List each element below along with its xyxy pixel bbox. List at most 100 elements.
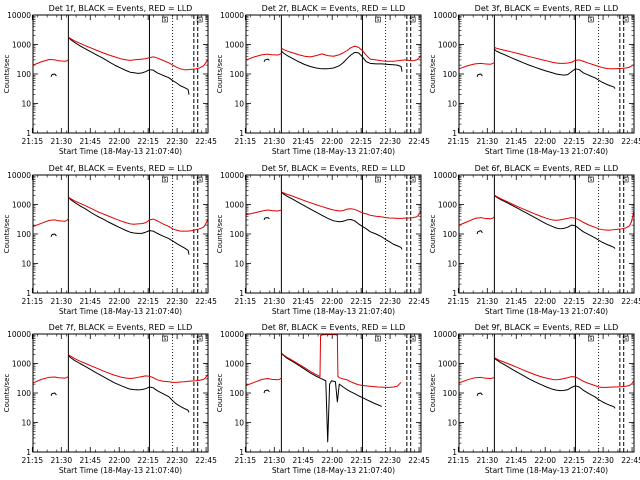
y-tick-label: 10000 [7, 171, 31, 180]
x-axis-label: Start Time (18-May-13 21:07:40) [272, 147, 395, 156]
x-tick-label: 22:30 [592, 297, 614, 306]
saa-marker-label: S [163, 336, 166, 342]
saa-marker-box [375, 176, 381, 183]
saa-marker-box [409, 176, 416, 183]
x-tick-label: 21:30 [50, 137, 72, 146]
x-tick-label: 22:00 [108, 297, 130, 306]
chart-panel-4: Det 4f, BLACK = Events, RED = LLD Counts/… [3, 164, 217, 316]
series-lld-line [245, 377, 282, 386]
x-tick-label: 21:15 [235, 137, 257, 146]
x-tick-label: 22:15 [137, 297, 159, 306]
y-axis-label: Counts/sec [216, 374, 224, 413]
saa-marker-label: S [624, 336, 627, 342]
y-axis-label: Counts/sec [3, 55, 11, 94]
saa-marker-box [588, 176, 594, 183]
saa-marker-label: S [411, 177, 414, 183]
saa-marker-box [409, 16, 416, 23]
saa-marker-label: S [411, 336, 414, 342]
y-tick-label: 10 [21, 100, 31, 109]
x-tick-label: 22:45 [621, 297, 640, 306]
saa-marker-label: S [376, 177, 379, 183]
y-tick-label: 100 [443, 389, 458, 398]
saa-marker-label: S [198, 177, 201, 183]
y-tick-label: 10 [234, 100, 244, 109]
saa-marker-label: S [376, 17, 379, 23]
series-lld-line [458, 61, 495, 70]
series-events-line [281, 191, 403, 250]
series-events-line [263, 389, 270, 394]
chart-panel-1: Det 1f, BLACK = Events, RED = LLD Counts/… [3, 4, 217, 156]
x-tick-label: 22:00 [108, 456, 130, 465]
saa-marker-label: S [376, 336, 379, 342]
x-tick-label: 22:30 [379, 297, 401, 306]
y-tick-label: 10000 [220, 11, 244, 20]
chart-panel-5: Det 5f, BLACK = Events, RED = LLD Counts/… [216, 164, 430, 316]
y-tick-label: 1000 [225, 360, 244, 369]
y-tick-label: 10000 [7, 330, 31, 339]
saa-marker-label: S [163, 17, 166, 23]
series-lld-line [281, 45, 422, 62]
series-events-line [494, 195, 616, 249]
chart-panel-9: Det 9f, BLACK = Events, RED = LLD Counts/… [429, 323, 640, 475]
y-tick-label: 1000 [438, 360, 457, 369]
x-tick-label: 22:45 [408, 137, 430, 146]
saa-marker-box [375, 16, 381, 23]
x-tick-label: 22:45 [195, 297, 217, 306]
x-axis-label: Start Time (18-May-13 21:07:40) [272, 307, 395, 316]
x-tick-label: 22:30 [379, 456, 401, 465]
series-lld-line [494, 194, 635, 231]
series-lld-line [32, 218, 69, 227]
x-tick-label: 22:00 [534, 456, 556, 465]
plot-frame [32, 174, 209, 294]
y-tick-label: 10 [447, 100, 457, 109]
y-tick-label: 100 [17, 389, 32, 398]
y-tick-label: 10 [21, 260, 31, 269]
series-events-line [50, 73, 57, 78]
series-events-line [494, 48, 616, 89]
y-tick-label: 1000 [225, 201, 244, 210]
x-tick-label: 21:30 [263, 297, 285, 306]
series-events-line [68, 354, 190, 413]
chart-panel-6: Det 6f, BLACK = Events, RED = LLD Counts/… [429, 164, 640, 316]
x-tick-label: 21:15 [448, 137, 470, 146]
saa-marker-box [162, 176, 168, 183]
y-tick-label: 10 [234, 419, 244, 428]
series-lld-line [281, 334, 402, 388]
x-tick-label: 22:45 [621, 137, 640, 146]
x-tick-label: 22:30 [379, 137, 401, 146]
x-tick-label: 21:45 [292, 456, 314, 465]
x-tick-label: 22:30 [166, 456, 188, 465]
y-tick-label: 1000 [12, 360, 31, 369]
series-events-line [50, 392, 57, 397]
chart-title: Det 2f, BLACK = Events, RED = LLD [262, 4, 406, 13]
y-tick-label: 1 [452, 129, 457, 138]
saa-marker-label: S [589, 336, 592, 342]
x-tick-label: 21:45 [292, 137, 314, 146]
saa-marker-label: S [198, 336, 201, 342]
x-tick-label: 22:45 [621, 456, 640, 465]
x-tick-label: 22:00 [534, 297, 556, 306]
y-tick-label: 10000 [433, 171, 457, 180]
chart-title: Det 7f, BLACK = Events, RED = LLD [49, 323, 193, 332]
y-tick-label: 1 [239, 448, 244, 457]
x-tick-label: 22:30 [166, 297, 188, 306]
series-lld-line [32, 59, 69, 66]
x-axis-label: Start Time (18-May-13 21:07:40) [485, 147, 608, 156]
series-lld-line [458, 376, 495, 384]
x-tick-label: 22:00 [321, 137, 343, 146]
x-tick-label: 21:30 [263, 137, 285, 146]
y-tick-label: 100 [443, 70, 458, 79]
y-axis-label: Counts/sec [216, 215, 224, 254]
saa-marker-label: S [411, 17, 414, 23]
series-lld-line [458, 216, 495, 226]
y-tick-label: 10000 [433, 330, 457, 339]
y-tick-label: 1 [239, 129, 244, 138]
x-tick-label: 21:15 [448, 456, 470, 465]
plot-frame [32, 14, 209, 134]
x-tick-label: 21:45 [505, 456, 527, 465]
series-lld-line [245, 52, 282, 61]
x-tick-label: 22:45 [408, 297, 430, 306]
x-axis-label: Start Time (18-May-13 21:07:40) [59, 466, 182, 475]
y-tick-label: 10000 [220, 171, 244, 180]
